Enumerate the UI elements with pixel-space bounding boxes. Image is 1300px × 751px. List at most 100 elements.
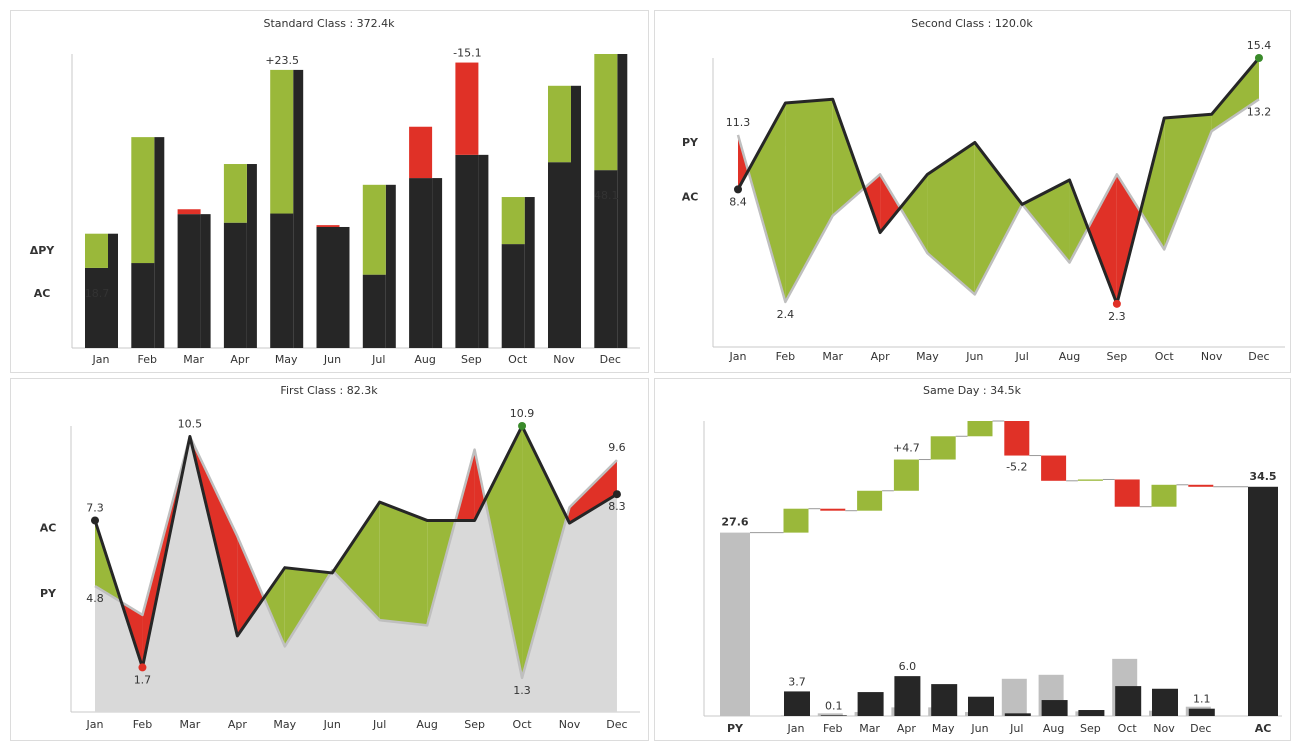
x-tick-label: Feb [823, 722, 842, 735]
x-tick-label: Sep [464, 718, 485, 731]
series-label: ΔPY [30, 244, 56, 257]
value-label: 11.3 [726, 116, 751, 129]
x-tick-label: Jan [92, 353, 110, 366]
delta-bar [501, 197, 525, 245]
variance-area [379, 502, 428, 626]
x-tick-label: Jan [729, 350, 747, 363]
value-label: 2.4 [777, 308, 795, 321]
delta-bar [1151, 484, 1177, 507]
value-label: 4.8 [86, 592, 104, 605]
point [1254, 54, 1263, 62]
x-tick-label: Feb [138, 353, 157, 366]
value-label: 2.3 [1108, 310, 1126, 323]
chart-title: Standard Class : 372.4k [263, 17, 395, 30]
value-label: 3.7 [788, 675, 806, 688]
delta-bar [1004, 421, 1030, 456]
delta-bar [223, 164, 247, 223]
delta-bar [177, 209, 201, 215]
ac-bar [478, 154, 489, 348]
point [91, 516, 99, 525]
py-line [736, 98, 1260, 304]
delta-bar [930, 436, 956, 460]
ac-bar [339, 226, 350, 348]
value-label: -5.2 [1006, 461, 1027, 474]
variance-area [237, 536, 264, 636]
py-bar [548, 162, 571, 348]
x-tick-label: Jan [86, 718, 104, 731]
variance-area [1164, 114, 1212, 250]
x-tick-label: PY [727, 722, 744, 735]
x-tick-label: Dec [1190, 722, 1211, 735]
x-tick-label: Aug [1059, 350, 1080, 363]
ac-bar [1152, 688, 1178, 716]
delta-bar [548, 85, 571, 163]
py-bar [455, 154, 479, 348]
py-bar [501, 244, 525, 348]
variance-area [522, 426, 567, 678]
py-line [94, 435, 618, 680]
total-label: 27.6 [721, 516, 748, 529]
value-label: 18.7 [85, 287, 110, 300]
x-tick-label: Mar [180, 718, 201, 731]
total-label: 34.5 [1249, 470, 1276, 483]
py-bar [223, 222, 247, 348]
chart-title: Second Class : 120.0k [911, 17, 1033, 30]
ac-bar [1078, 710, 1105, 716]
variance-area [738, 134, 749, 190]
x-tick-label: Oct [513, 718, 533, 731]
x-tick-label: Jun [965, 350, 983, 363]
x-tick-label: May [273, 718, 296, 731]
variance-area [974, 142, 1023, 295]
ac-bar [784, 691, 810, 716]
ac-bar [617, 54, 628, 348]
x-tick-label: Dec [600, 353, 621, 366]
x-tick-label: Mar [822, 350, 843, 363]
ac-bar [1188, 708, 1215, 716]
x-tick-label: Nov [1201, 350, 1223, 363]
x-tick-label: AC [1255, 722, 1272, 735]
variance-area [1087, 174, 1117, 304]
variance-area [1116, 174, 1141, 304]
ac-bar [432, 178, 443, 348]
delta-bar [362, 184, 386, 275]
variance-area [263, 567, 285, 647]
x-tick-label: Nov [553, 353, 575, 366]
value-label: -15.1 [453, 47, 481, 60]
py-bar [177, 214, 201, 348]
ac-bar [246, 164, 257, 348]
x-tick-label: Oct [508, 353, 528, 366]
x-tick-label: Nov [559, 718, 581, 731]
delta-bar [270, 69, 294, 214]
py-bar [594, 170, 618, 348]
series-label: AC [682, 190, 699, 203]
delta-bar [1077, 479, 1103, 481]
py-bar [85, 267, 108, 348]
total-bar [1248, 486, 1278, 716]
value-label: 15.4 [1247, 39, 1272, 52]
x-tick-label: Apr [871, 350, 891, 363]
x-tick-label: Sep [1107, 350, 1128, 363]
series-label: PY [40, 587, 57, 600]
ac-bar [894, 676, 921, 716]
x-tick-label: Mar [859, 722, 880, 735]
ac-bar [108, 233, 118, 348]
x-tick-label: May [916, 350, 939, 363]
ac-bar [820, 715, 847, 716]
series-label: AC [34, 287, 51, 300]
x-tick-label: Jul [1009, 722, 1023, 735]
variance-area [900, 174, 928, 254]
ac-bar [931, 684, 958, 716]
delta-bar [409, 126, 433, 179]
value-label: 9.6 [608, 441, 626, 454]
x-tick-label: Apr [230, 353, 250, 366]
py-bar [362, 274, 386, 348]
delta-bar [783, 508, 809, 533]
value-label: 13.2 [1247, 105, 1272, 118]
total-bar [720, 532, 750, 716]
x-tick-label: Aug [1043, 722, 1064, 735]
ac-bar [293, 69, 304, 348]
py-bar [131, 263, 155, 348]
chart-title: Same Day : 34.5k [923, 384, 1022, 397]
x-tick-label: Jun [323, 353, 341, 366]
variance-area [1022, 179, 1070, 263]
